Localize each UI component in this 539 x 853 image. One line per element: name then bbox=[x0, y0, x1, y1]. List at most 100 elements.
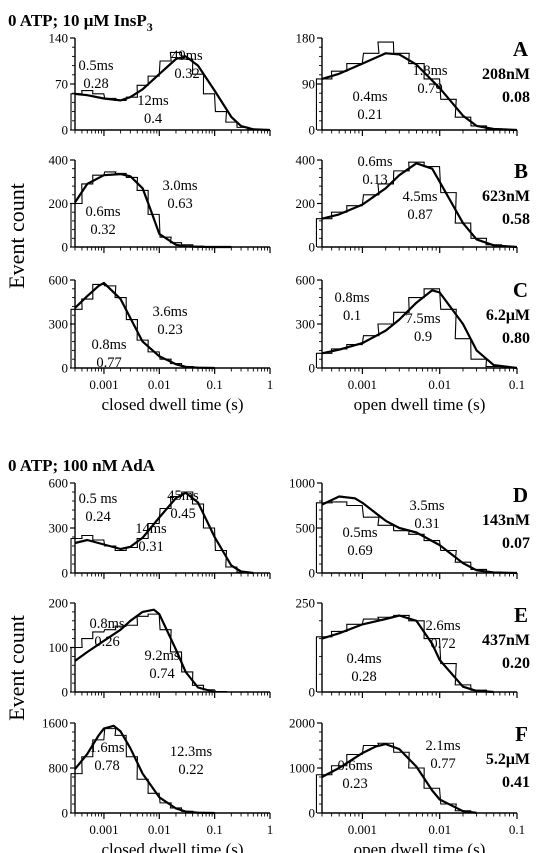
x-tick-label: 0.1 bbox=[207, 822, 223, 837]
x-axis-title: closed dwell time (s) bbox=[101, 840, 243, 853]
x-tick-label: 0.001 bbox=[348, 822, 377, 837]
y-tick-label: 0 bbox=[309, 361, 316, 376]
time-constant-label: 2.1ms bbox=[425, 738, 460, 754]
fraction-label: 0.28 bbox=[83, 76, 108, 92]
fraction-label: 0.32 bbox=[174, 66, 199, 82]
chart-F-open: 0 1000 2000 0.001 0.01 0.1 open dwell time (s)… bbox=[289, 716, 525, 853]
time-constant-label: 0.4ms bbox=[352, 89, 387, 105]
fit-curve bbox=[321, 742, 477, 814]
histogram-bars bbox=[315, 614, 488, 692]
fraction-label: 0.1 bbox=[343, 308, 361, 324]
fraction-label: 0.79 bbox=[417, 81, 442, 97]
fraction-label: 0.78 bbox=[94, 758, 119, 774]
concentration-label: 143nM bbox=[482, 512, 530, 529]
fraction-label: 0.45 bbox=[170, 506, 195, 522]
fit-curve bbox=[74, 55, 271, 132]
y-tick-label: 1600 bbox=[42, 716, 68, 731]
time-constant-label: 14ms bbox=[135, 521, 167, 537]
fraction-label: 0.21 bbox=[357, 107, 382, 123]
y-tick-label: 300 bbox=[296, 317, 316, 332]
x-axis-title: open dwell time (s) bbox=[354, 840, 486, 853]
panel-label-e: E 437nM 0.20 bbox=[482, 603, 530, 672]
y-tick-label: 250 bbox=[296, 596, 316, 611]
fit-curve bbox=[321, 289, 518, 370]
panel-letter: D bbox=[513, 483, 528, 507]
panel-letter: A bbox=[513, 37, 529, 61]
time-constant-label: 12ms bbox=[137, 93, 169, 109]
y-tick-label: 0 bbox=[309, 685, 316, 700]
y-tick-label: 200 bbox=[296, 196, 316, 211]
time-constant-label: 4.5ms bbox=[402, 189, 437, 205]
fraction-label: 0.87 bbox=[407, 207, 432, 223]
concentration-label: 6.2μM bbox=[486, 307, 530, 324]
x-tick-label: 0.01 bbox=[428, 377, 451, 392]
y-tick-label: 200 bbox=[49, 596, 69, 611]
fraction-label: 0.28 bbox=[351, 669, 376, 685]
chart-A-closed: 0 70 140 0.5ms 0.28 49ms 0.32 12ms 0.4 bbox=[49, 31, 271, 138]
time-constant-label: 0.5ms bbox=[342, 525, 377, 541]
y-tick-label: 90 bbox=[302, 77, 315, 92]
chart-B-open: 0 200 400 0.6ms 0.13 4.5ms 0.87 bbox=[296, 153, 518, 255]
y-tick-label: 0 bbox=[62, 806, 69, 821]
y-tick-label: 500 bbox=[296, 521, 316, 536]
time-constant-label: 3.5ms bbox=[409, 498, 444, 514]
x-axis-title: closed dwell time (s) bbox=[101, 395, 243, 414]
x-tick-label: 0.001 bbox=[348, 377, 377, 392]
y-tick-label: 100 bbox=[49, 640, 69, 655]
x-tick-label: 1 bbox=[267, 822, 274, 837]
y-axis-label-bottom: Event count bbox=[4, 615, 29, 721]
x-tick-label: 0.001 bbox=[89, 377, 118, 392]
y-tick-label: 800 bbox=[49, 761, 69, 776]
fraction-label: 0.4 bbox=[144, 111, 163, 127]
y-tick-label: 600 bbox=[296, 273, 316, 288]
histogram-bars bbox=[70, 613, 228, 693]
panel-letter: C bbox=[513, 278, 528, 302]
y-tick-label: 0 bbox=[62, 566, 69, 581]
y-tick-label: 0 bbox=[62, 240, 69, 255]
y-tick-label: 600 bbox=[49, 476, 69, 491]
fit-curve bbox=[74, 281, 215, 370]
open-probability-label: 0.80 bbox=[502, 330, 530, 347]
panel-letter: E bbox=[514, 603, 528, 627]
fraction-label: 0.77 bbox=[96, 355, 121, 371]
chart-C-open: 0 300 600 0.001 0.01 0.1 open dwell time (s) 0.… bbox=[296, 273, 526, 415]
open-probability-label: 0.07 bbox=[502, 535, 530, 552]
time-constant-label: 0.8ms bbox=[334, 290, 369, 306]
fraction-label: 0.9 bbox=[414, 329, 432, 345]
concentration-label: 623nM bbox=[482, 188, 530, 205]
fraction-label: 0.72 bbox=[430, 636, 455, 652]
y-tick-label: 0 bbox=[309, 123, 316, 138]
x-tick-label: 0.1 bbox=[509, 377, 525, 392]
chart-F-closed: 0 800 1600 0.001 0.01 0.1 1 closed dwell time (… bbox=[42, 716, 273, 853]
time-constant-label: 7.5ms bbox=[405, 311, 440, 327]
x-tick-label: 0.1 bbox=[509, 822, 525, 837]
y-tick-label: 0 bbox=[62, 685, 69, 700]
time-constant-label: 0.8ms bbox=[89, 616, 124, 632]
y-tick-label: 200 bbox=[49, 196, 69, 211]
fraction-label: 0.31 bbox=[138, 539, 163, 555]
fraction-label: 0.24 bbox=[85, 509, 111, 525]
y-tick-label: 0 bbox=[309, 240, 316, 255]
x-tick-label: 1 bbox=[267, 377, 274, 392]
fraction-label: 0.23 bbox=[342, 776, 367, 792]
panel-label-a: A 208nM 0.08 bbox=[482, 37, 530, 106]
y-tick-label: 300 bbox=[49, 521, 69, 536]
chart-E-closed: 0 100 200 0.8ms 0.26 9.2ms 0.74 bbox=[49, 596, 271, 700]
y-tick-label: 0 bbox=[62, 361, 69, 376]
fit-curve bbox=[74, 724, 215, 815]
fit-curve bbox=[321, 614, 494, 694]
fit-curve bbox=[74, 173, 232, 249]
time-constant-label: 1.8ms bbox=[412, 63, 447, 79]
time-constant-label: 3.0ms bbox=[162, 178, 197, 194]
time-constant-label: 0.6ms bbox=[85, 204, 120, 220]
y-tick-label: 140 bbox=[49, 31, 69, 46]
panel-label-c: C 6.2μM 0.80 bbox=[486, 278, 530, 347]
time-constant-label: 0.6ms bbox=[357, 154, 392, 170]
section-title-ada: 0 ATP; 100 nM AdA bbox=[8, 456, 156, 475]
fit-curve bbox=[74, 491, 254, 575]
x-tick-label: 0.01 bbox=[148, 377, 171, 392]
chart-D-open: 0 500 1000 3.5ms 0.31 0.5ms 0.69 bbox=[289, 476, 518, 581]
fit-curve bbox=[321, 162, 518, 249]
